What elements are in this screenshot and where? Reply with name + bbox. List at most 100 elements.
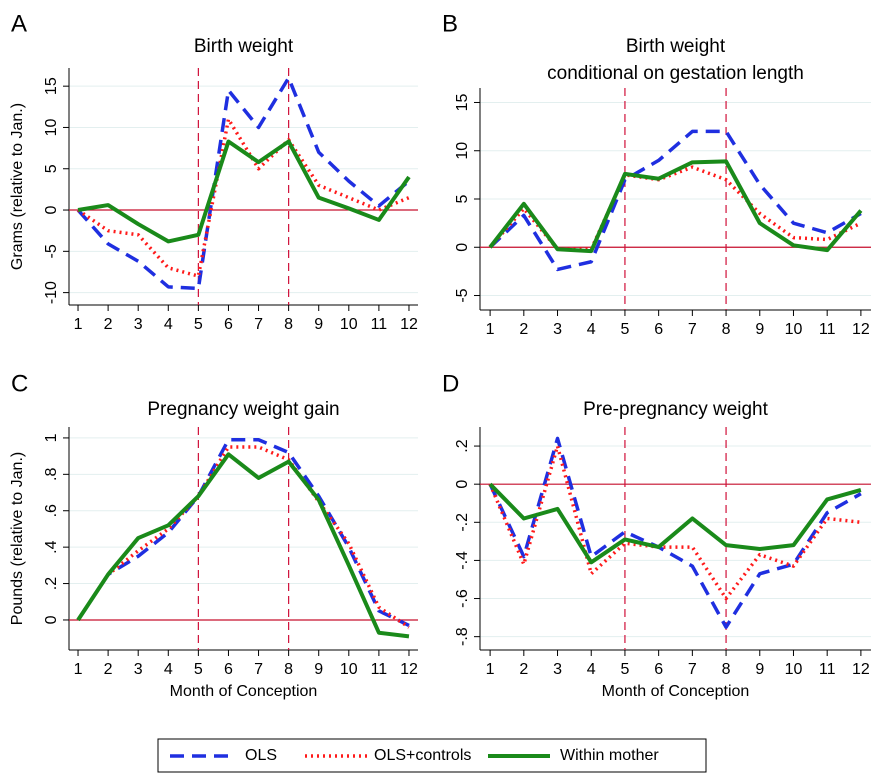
y-tick-label: 5 (454, 194, 471, 203)
x-tick-label: 3 (134, 316, 143, 333)
x-tick-label: 4 (164, 661, 173, 678)
series-line (488, 482, 862, 565)
x-tick-label: 1 (74, 661, 83, 678)
chart-subtitle: conditional on gestation length (547, 63, 804, 84)
panel-label: A (11, 10, 27, 37)
y-tick-label: -.2 (454, 513, 471, 532)
x-tick-label: 6 (224, 661, 233, 678)
y-tick-label: 15 (43, 77, 60, 95)
y-tick-label: 0 (454, 480, 471, 489)
y-tick-label: 1 (43, 433, 60, 442)
y-tick-label: -.6 (454, 589, 471, 608)
panel-label: C (11, 370, 28, 397)
x-tick-label: 1 (486, 321, 495, 338)
x-tick-label: 6 (224, 316, 233, 333)
y-tick-label: .4 (43, 540, 60, 553)
x-tick-label: 8 (284, 661, 293, 678)
x-tick-label: 9 (755, 321, 764, 338)
x-tick-label: 6 (654, 321, 663, 338)
y-axis-title: Pounds (relative to Jan.) (9, 452, 26, 625)
x-tick-label: 9 (755, 661, 764, 678)
legend-box (157, 738, 707, 773)
x-tick-label: 4 (164, 316, 173, 333)
x-tick-label: 7 (254, 661, 263, 678)
x-tick-label: 9 (314, 316, 323, 333)
y-tick-label: 0 (43, 615, 60, 624)
series-line (76, 445, 410, 629)
x-tick-label: 2 (519, 321, 528, 338)
legend-label: OLS (245, 747, 277, 764)
series-line (76, 452, 410, 639)
y-tick-label: 15 (454, 93, 471, 111)
x-tick-label: 3 (553, 661, 562, 678)
chart-title: Birth weight (194, 36, 294, 57)
y-axis-title: Grams (relative to Jan.) (9, 103, 26, 270)
panel-label: B (442, 10, 458, 37)
x-tick-label: 1 (486, 661, 495, 678)
x-axis-title: Month of Conception (602, 683, 750, 700)
y-tick-label: -5 (43, 244, 60, 258)
series-line (488, 129, 862, 272)
x-tick-label: 12 (852, 321, 870, 338)
x-tick-label: 2 (104, 316, 113, 333)
x-tick-label: 4 (587, 661, 596, 678)
x-tick-label: 12 (852, 661, 870, 678)
x-tick-label: 3 (553, 321, 562, 338)
x-tick-label: 5 (194, 316, 203, 333)
x-tick-label: 11 (371, 316, 388, 333)
y-tick-label: 5 (43, 164, 60, 173)
chart-title: Birth weight (626, 36, 726, 57)
y-tick-label: .2 (43, 577, 60, 590)
legend-label: OLS+controls (374, 747, 471, 764)
y-tick-label: .6 (43, 504, 60, 517)
panel-label: D (442, 370, 459, 397)
series-line (77, 139, 411, 244)
x-tick-label: 7 (688, 661, 697, 678)
y-tick-label: 0 (454, 243, 471, 252)
series-line (488, 165, 862, 251)
x-tick-label: 11 (371, 661, 388, 678)
x-tick-label: 11 (819, 661, 836, 678)
x-tick-label: 8 (284, 316, 293, 333)
series-line (488, 444, 862, 601)
y-tick-label: -5 (454, 288, 471, 302)
series-line (76, 76, 411, 291)
x-tick-label: 4 (587, 321, 596, 338)
x-tick-label: 1 (74, 316, 83, 333)
x-tick-label: 12 (400, 316, 418, 333)
x-tick-label: 3 (134, 661, 143, 678)
x-tick-label: 10 (340, 316, 358, 333)
x-tick-label: 8 (722, 321, 731, 338)
y-tick-label: 10 (454, 142, 471, 160)
x-tick-label: 12 (400, 661, 418, 678)
x-tick-label: 5 (620, 661, 629, 678)
x-tick-label: 10 (785, 321, 803, 338)
x-tick-label: 2 (104, 661, 113, 678)
chart-title: Pregnancy weight gain (147, 399, 339, 420)
x-tick-label: 11 (819, 321, 836, 338)
x-tick-label: 7 (688, 321, 697, 338)
x-tick-label: 10 (785, 661, 803, 678)
y-tick-label: -.8 (454, 627, 471, 646)
x-tick-label: 9 (314, 661, 323, 678)
x-tick-label: 2 (519, 661, 528, 678)
x-tick-label: 5 (620, 321, 629, 338)
y-tick-label: .2 (454, 439, 471, 452)
y-tick-label: 10 (43, 118, 60, 136)
y-tick-label: -10 (43, 281, 60, 304)
y-tick-label: .8 (43, 468, 60, 481)
series-line (488, 159, 863, 254)
x-tick-label: 6 (654, 661, 663, 678)
x-tick-label: 5 (194, 661, 203, 678)
series-line (77, 117, 410, 278)
y-tick-label: -.4 (454, 551, 471, 570)
x-axis-title: Month of Conception (170, 683, 318, 700)
y-tick-label: 0 (43, 205, 60, 214)
legend-label: Within mother (560, 747, 659, 764)
x-tick-label: 8 (722, 661, 731, 678)
x-tick-label: 7 (254, 316, 263, 333)
x-tick-label: 10 (340, 661, 358, 678)
series-line (76, 437, 410, 627)
chart-title: Pre-pregnancy weight (583, 399, 769, 420)
